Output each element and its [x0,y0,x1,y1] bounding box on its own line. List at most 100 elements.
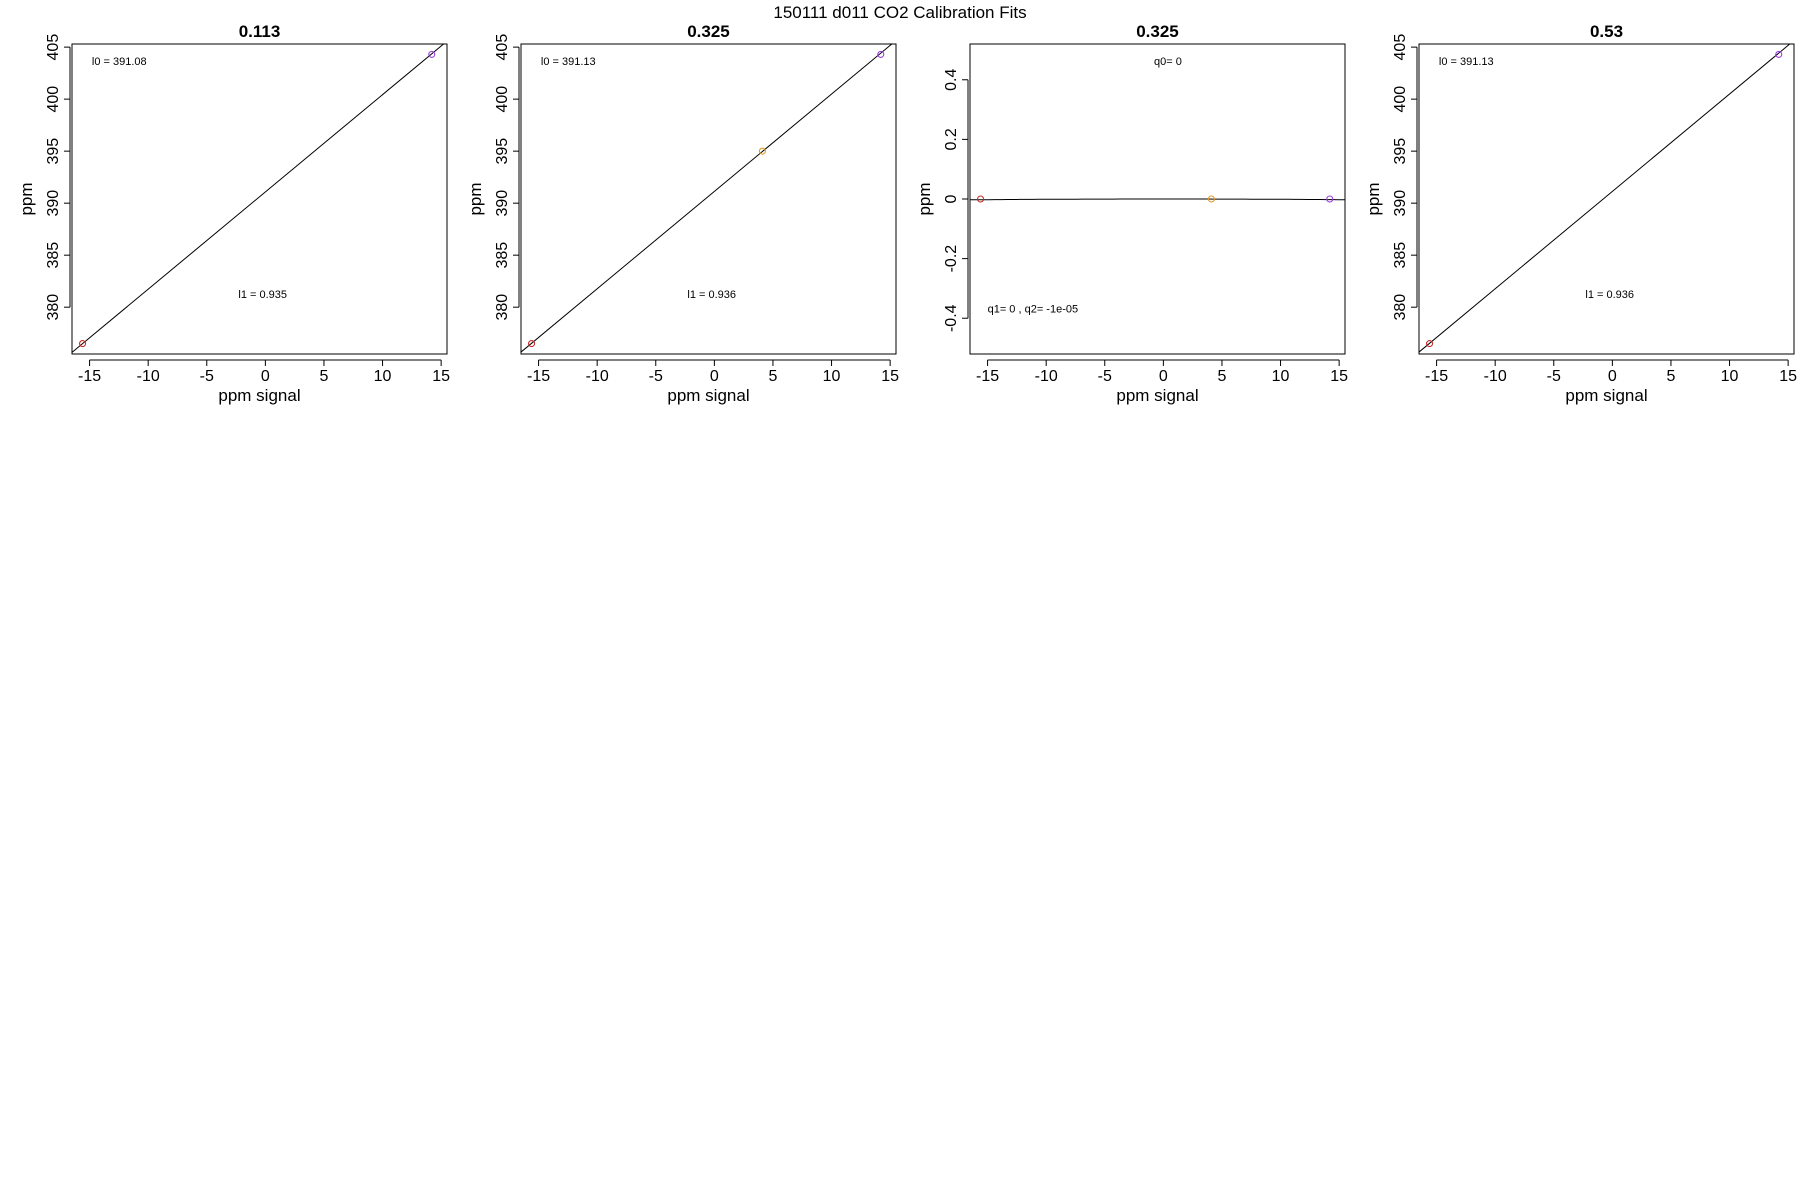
y-tick-label: 395 [494,138,511,165]
y-axis: 380 385 390 395 400 405 ppm [466,34,520,321]
y-tick-label: -0.2 [943,245,960,273]
y-axis: -0.4 -0.2 0 0.2 0.4 ppm [915,69,969,332]
y-axis: 380 385 390 395 400 405 ppm [17,34,71,321]
y-tick-label: 405 [494,34,511,61]
x-axis-label: ppm signal [1565,386,1647,405]
chart-panel-4: 0.53 -15 -10 -5 0 5 10 15 ppm signal 380 385 390 395… [1364,22,1797,405]
data-point [527,340,536,348]
x-tick-label: -10 [1484,368,1507,385]
fit-annotation: q0= 0 [1154,56,1182,68]
x-tick-label: 10 [1721,368,1739,385]
x-tick-label: -5 [200,368,214,385]
data-point [428,50,436,58]
y-tick-label: 390 [45,190,62,217]
fit-curve [970,198,1345,201]
y-axis: 380 385 390 395 400 405 ppm [1364,34,1418,321]
fit-annotation: q1= 0 , q2= -1e-05 [988,303,1079,315]
x-tick-label: -10 [1035,368,1058,385]
x-tick-label: -10 [137,368,160,385]
x-axis-label: ppm signal [667,386,749,405]
x-tick-label: 15 [432,368,450,385]
fit-annotation: l1 = 0.935 [238,289,287,301]
y-tick-label: 0.4 [943,69,960,91]
x-tick-label: 15 [881,368,899,385]
y-tick-label: 385 [1392,242,1409,269]
x-tick-label: -15 [976,368,999,385]
y-axis-label: ppm [1364,182,1383,215]
x-axis-label: ppm signal [1116,386,1198,405]
x-tick-label: 15 [1330,368,1348,385]
x-tick-label: -15 [527,368,550,385]
x-tick-label: 5 [1667,368,1676,385]
x-tick-label: 15 [1779,368,1797,385]
plot-frame [520,43,897,355]
data-point [1425,340,1434,348]
y-tick-label: 405 [1392,34,1409,61]
y-axis-label: ppm [17,182,36,215]
y-tick-label: 385 [45,242,62,269]
y-tick-label: 385 [494,242,511,269]
plot-frame [71,43,448,355]
data-point [877,50,885,58]
x-tick-label: 0 [710,368,719,385]
y-tick-label: 380 [45,294,62,321]
x-tick-label: -15 [78,368,101,385]
panel-title: 0.113 [239,22,281,41]
y-tick-label: 395 [45,138,62,165]
x-tick-label: 0 [1608,368,1617,385]
x-axis: -15 -10 -5 0 5 10 15 ppm signal [1425,359,1797,405]
fit-annotation: l1 = 0.936 [1585,289,1634,301]
y-tick-label: 400 [494,86,511,113]
y-tick-label: 0.2 [943,128,960,150]
fit-line [1419,44,1791,353]
data-point [758,147,766,155]
fit-curve-group [72,44,445,353]
fit-annotation: l0 = 391.13 [541,56,596,68]
x-tick-label: 10 [823,368,841,385]
x-tick-label: -15 [1425,368,1448,385]
panel-title: 0.53 [1590,22,1623,41]
fit-curve-group [1419,44,1791,353]
data-point [1207,195,1215,203]
x-axis: -15 -10 -5 0 5 10 15 ppm signal [527,359,899,405]
x-tick-label: 5 [1218,368,1227,385]
fit-annotation: l0 = 391.08 [92,56,147,68]
y-tick-label: 380 [1392,294,1409,321]
x-tick-label: -5 [1098,368,1112,385]
y-tick-label: 390 [1392,190,1409,217]
y-axis-label: ppm [466,182,485,215]
plot-frame [1418,43,1795,355]
chart-panel-3: 0.325 -15 -10 -5 0 5 10 15 ppm signal -0.4 -0.2 0 0.… [915,22,1348,405]
x-axis: -15 -10 -5 0 5 10 15 ppm signal [976,359,1348,405]
y-tick-label: 400 [1392,86,1409,113]
fit-line [521,44,893,353]
y-axis-label: ppm [915,182,934,215]
x-axis: -15 -10 -5 0 5 10 15 ppm signal [78,359,450,405]
data-point [78,340,87,348]
x-tick-label: -5 [649,368,663,385]
x-axis-label: ppm signal [218,386,300,405]
y-tick-label: 390 [494,190,511,217]
plot-frame [969,43,1346,355]
x-tick-label: 10 [1272,368,1290,385]
fit-curve-group [521,44,893,353]
x-tick-label: 5 [320,368,329,385]
chart-panel-2: 0.325 -15 -10 -5 0 5 10 15 ppm signal 380 385 390 39… [466,22,899,405]
x-tick-label: 0 [261,368,270,385]
data-point [1775,50,1783,58]
data-point [976,195,985,203]
y-tick-label: 395 [1392,138,1409,165]
chart-panel-1: 0.113 -15 -10 -5 0 5 10 15 ppm signal 380 385 390 39… [17,22,450,405]
x-tick-label: 5 [769,368,778,385]
fit-curve-group [970,198,1345,201]
figure-title: 150111 d011 CO2 Calibration Fits [773,3,1026,22]
y-tick-label: -0.4 [943,304,960,332]
fit-line [72,44,445,353]
x-tick-label: -10 [586,368,609,385]
panel-title: 0.325 [1136,22,1179,41]
y-tick-label: 405 [45,34,62,61]
y-tick-label: 0 [943,194,960,203]
data-point [1326,195,1334,203]
x-tick-label: -5 [1547,368,1561,385]
chart-panels: 0.113 -15 -10 -5 0 5 10 15 ppm signal 380 385 390 39… [17,22,1797,405]
